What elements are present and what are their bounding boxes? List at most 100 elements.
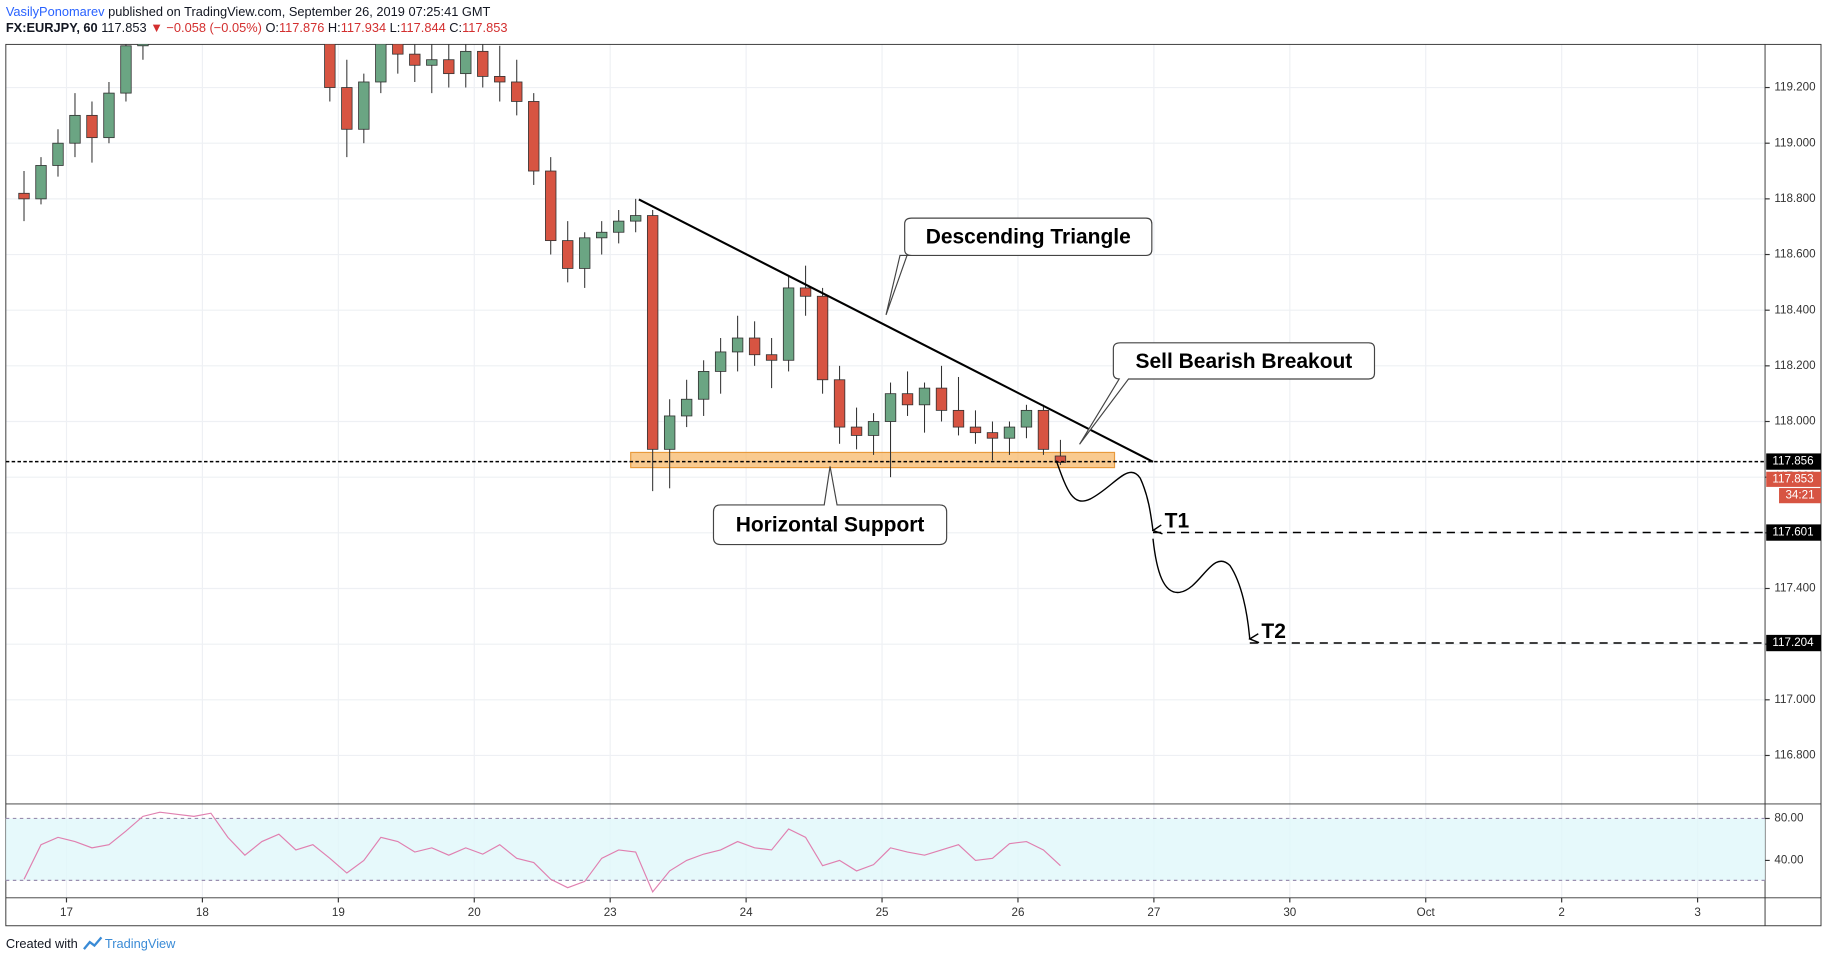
path-arrow-t2 [1152, 538, 1250, 639]
candles [18, 44, 1067, 492]
o-label: O: [265, 21, 279, 36]
candle-body [86, 114, 98, 139]
candle-body [35, 165, 47, 200]
candle-body [1003, 426, 1016, 439]
x-tick-label: 18 [196, 906, 209, 919]
last-price: 117.853 [1772, 472, 1813, 485]
candle-body [579, 237, 591, 269]
candle-body [646, 215, 659, 450]
rsi-line [23, 811, 1061, 894]
h-label: H: [328, 21, 341, 36]
candle-body [765, 354, 778, 361]
candle-body [613, 220, 625, 233]
support-zone [630, 451, 1116, 469]
candle-body [918, 387, 931, 406]
candle-body [731, 337, 744, 353]
annotation: Sell Bearish Breakout [1136, 350, 1353, 373]
candle-body [392, 44, 404, 55]
x-tick-label: 25 [876, 906, 889, 919]
y-tick-label: 117.000 [1774, 693, 1816, 706]
candle-body [1020, 409, 1033, 428]
y-tick-label: 117.400 [1774, 582, 1816, 595]
callout-box [1079, 342, 1376, 445]
candle-body [816, 295, 829, 381]
footer-brand[interactable]: TradingView [105, 936, 176, 951]
candle-body [680, 398, 693, 417]
header-line2: FX:EURJPY, 60 117.853 ▼ −0.058 (−0.05%) … [6, 21, 508, 36]
callout-box [885, 217, 1153, 316]
published: published on TradingView.com, September … [108, 4, 490, 19]
path-arrow-t1 [1055, 460, 1153, 531]
change: ▼ −0.058 (−0.05%) [150, 21, 262, 36]
candle-body [511, 81, 523, 102]
candle-body [562, 240, 574, 269]
candle-body [850, 426, 863, 436]
y-tick-label: 118.600 [1774, 248, 1816, 261]
trendline [638, 198, 1154, 463]
candle-body [596, 231, 608, 239]
open: 117.876 [279, 21, 324, 36]
candle-body [528, 101, 540, 172]
y-tick-label: 118.800 [1774, 192, 1816, 205]
candle-body [748, 337, 761, 356]
annotation: Descending Triangle [926, 225, 1131, 248]
y-tick-label: 119.200 [1774, 81, 1816, 94]
candle-body [782, 287, 795, 361]
x-tick-label: 20 [468, 906, 481, 919]
candle-body [935, 387, 948, 411]
price-box [1766, 634, 1822, 652]
footer-text: Created with [6, 936, 78, 951]
annotation: Horizontal Support [736, 513, 925, 536]
target-name: T2 [1261, 620, 1285, 643]
candle-body [52, 142, 64, 166]
target-price: 117.601 [1772, 526, 1813, 539]
candle-body [409, 53, 421, 66]
y-tick-label: 116.800 [1774, 749, 1816, 762]
x-tick-label: 17 [60, 906, 73, 919]
candle-body [494, 75, 506, 83]
y-tick-label: 118.000 [1774, 415, 1816, 428]
x-tick-label: 26 [1011, 906, 1024, 919]
l-label: L: [390, 21, 401, 36]
rsi-band [5, 818, 1766, 881]
candle-body [137, 44, 149, 47]
support-label: 117.856 [1772, 455, 1813, 468]
candle-body [324, 44, 336, 88]
candle-body [629, 215, 642, 222]
candle-body [18, 192, 30, 200]
candle-body [103, 92, 115, 139]
candle-body [69, 114, 81, 144]
countdown-box [1779, 488, 1822, 504]
candle-body [426, 59, 438, 66]
close: 117.853 [462, 21, 507, 36]
x-tick-label: 19 [332, 906, 345, 919]
price-box [1766, 453, 1822, 470]
rsi-tick-label: 40.00 [1774, 854, 1804, 867]
candle-body [443, 59, 455, 75]
y-tick-label: 119.000 [1774, 136, 1816, 149]
symbol: FX:EURJPY, 60 [6, 21, 98, 36]
x-tick-label: 2 [1558, 906, 1564, 919]
candle-body [375, 44, 387, 83]
x-tick-label: Oct [1417, 906, 1436, 919]
candle-body [663, 415, 676, 450]
candle-body [901, 393, 914, 406]
author[interactable]: VasilyPonomarev [6, 4, 105, 19]
x-tick-label: 27 [1147, 906, 1160, 919]
candle-body [341, 87, 353, 130]
high: 117.934 [341, 21, 386, 36]
grid: 116.800117.000117.200117.400117.600117.8… [5, 44, 1816, 919]
candle-body [697, 371, 710, 400]
frame [5, 43, 1822, 927]
candle-body [714, 351, 727, 372]
candle-body [460, 50, 472, 75]
x-tick-label: 24 [740, 906, 753, 919]
candle-body [545, 170, 557, 242]
candle-body [358, 81, 370, 130]
price-box [1766, 471, 1822, 487]
candle-body [833, 379, 846, 428]
candle-body [884, 393, 897, 422]
y-tick-label: 118.400 [1774, 303, 1816, 316]
candle-body [952, 409, 965, 428]
